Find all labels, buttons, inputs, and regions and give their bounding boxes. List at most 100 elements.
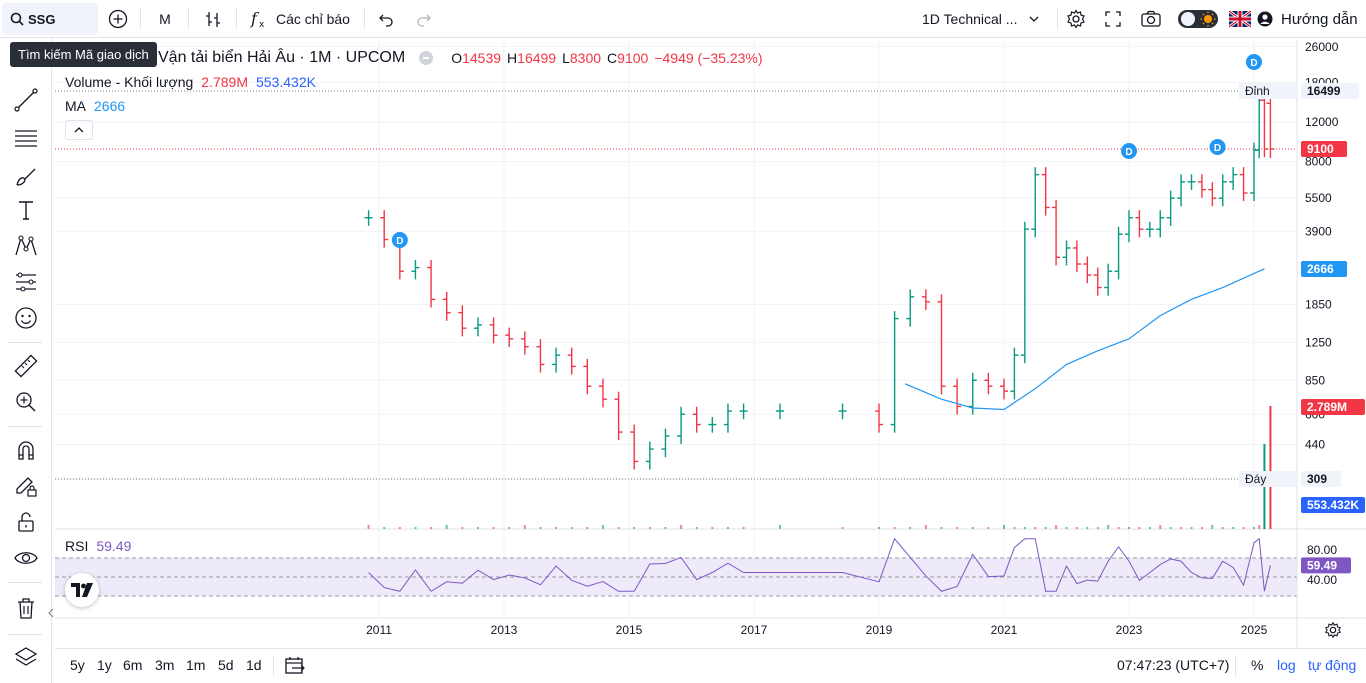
brush-tool[interactable] (10, 160, 42, 192)
dividend-marker-label: D (1214, 143, 1221, 154)
layers-icon (14, 647, 38, 666)
text-tool[interactable] (10, 194, 42, 226)
svg-text:f: f (250, 9, 260, 28)
zoom-tool[interactable] (10, 386, 42, 418)
rsi-value-tag-bg (1301, 557, 1351, 574)
fullscreen-button[interactable] (1097, 3, 1129, 35)
lock-drawing-mode-tool[interactable] (10, 470, 42, 502)
pencil-lock-icon (16, 477, 37, 497)
language-button[interactable] (1229, 3, 1251, 35)
legend-close-value: 9100 (617, 50, 649, 66)
function-icon: f x (250, 9, 265, 30)
chart-canvas[interactable]: 2600018000120008000550039002666185012508… (55, 40, 1366, 648)
uk-flag-icon (1229, 11, 1251, 27)
volume-bar (648, 527, 651, 529)
volume-bar (1221, 527, 1224, 529)
legend-title: Vận tải biển Hải Âu · 1M · UPCOM (158, 49, 406, 66)
interval-button[interactable]: M (149, 3, 181, 35)
help-button[interactable]: Hướng dẫn (1257, 3, 1358, 35)
object-tree-tool[interactable] (10, 642, 42, 674)
time-tick-label: 2011 (366, 623, 392, 637)
snapshot-button[interactable] (1135, 3, 1167, 35)
time-axis-settings-button[interactable] (1324, 621, 1342, 639)
volume-bar (680, 525, 683, 529)
dividend-marker (1246, 54, 1262, 70)
legend-ma-label: MA (65, 98, 86, 114)
undo-button[interactable] (370, 3, 402, 35)
high-tag-label: Đỉnh (1245, 84, 1270, 98)
volume-bar (726, 527, 729, 529)
volume-bar (956, 527, 959, 529)
volume-bar (924, 525, 927, 529)
horizontal-lines-icon (15, 130, 37, 147)
date-range-button[interactable] (284, 655, 306, 678)
low-tag-bg (1239, 471, 1297, 487)
pattern-tool[interactable] (10, 230, 42, 262)
hide-drawings-tool[interactable] (10, 542, 42, 574)
log-scale-button[interactable]: log (1277, 657, 1296, 673)
symbol-search-button[interactable]: SSG (2, 3, 98, 35)
time-tick-label: 2021 (991, 623, 1018, 637)
legend-collapse-button[interactable] (65, 120, 93, 140)
legend-ma[interactable]: MA 2666 (65, 98, 125, 114)
prediction-tool[interactable] (10, 266, 42, 298)
redo-button[interactable] (408, 3, 440, 35)
rsi-tick-label: 40.00 (1307, 573, 1337, 587)
indicators-button[interactable]: f x Các chỉ báo (248, 3, 350, 35)
trash-icon (18, 598, 34, 619)
rsi-band (55, 558, 1297, 596)
volume-bar (1242, 527, 1245, 529)
range-6m-button[interactable]: 6m (123, 657, 143, 673)
legend-rsi[interactable]: RSI 59.49 (65, 538, 131, 554)
price-tick-label: 3900 (1305, 225, 1332, 239)
clock-readout[interactable]: 07:47:23 (UTC+7) (1117, 657, 1230, 673)
lock-all-tool[interactable] (10, 506, 42, 538)
legend-volume[interactable]: Volume - Khối lượng 2.789M 553.432K (65, 74, 316, 90)
range-1y-button[interactable]: 1y (97, 657, 112, 673)
dividend-marker-label: D (1250, 58, 1257, 69)
remove-drawings-tool[interactable] (10, 592, 42, 624)
time-tick-label: 2013 (491, 623, 518, 637)
range-5d-button[interactable]: 5d (218, 657, 234, 673)
legend-main-series[interactable]: Vận tải biển Hải Âu · 1M · UPCOM O 14539… (158, 49, 763, 67)
tradingview-logo[interactable] (65, 573, 99, 607)
volume-bar (1138, 527, 1141, 529)
toolbar-collapse-handle[interactable] (48, 603, 54, 623)
legend-volume-value: 2.789M (201, 74, 248, 90)
volume-bar (570, 527, 573, 529)
volume-bar (1200, 527, 1203, 529)
icon-tool[interactable] (10, 302, 42, 334)
chart-pane[interactable]: 2600018000120008000550039002666185012508… (55, 40, 1366, 648)
toolbar-divider (236, 9, 237, 29)
percent-scale-button[interactable]: % (1251, 657, 1264, 673)
range-3m-button[interactable]: 3m (155, 657, 175, 673)
range-1d-button[interactable]: 1d (246, 657, 262, 673)
settings-button[interactable] (1060, 3, 1092, 35)
theme-toggle[interactable] (1177, 3, 1219, 35)
magnet-tool[interactable] (10, 434, 42, 466)
last-price-tag: 9100 (1307, 142, 1334, 156)
volume-bar (1169, 527, 1172, 529)
time-tick-label: 2023 (1116, 623, 1143, 637)
toolbar-divider (8, 426, 42, 427)
legend-rsi-label: RSI (65, 538, 89, 554)
time-tick-label: 2025 (1241, 623, 1268, 637)
range-1m-button[interactable]: 1m (186, 657, 206, 673)
auto-scale-button[interactable]: tự động (1308, 657, 1357, 673)
fib-tool[interactable] (10, 122, 42, 154)
measure-tool[interactable] (10, 350, 42, 382)
high-tag-value: 16499 (1307, 84, 1341, 98)
legend-low-value: 8300 (569, 50, 602, 66)
compare-symbol-button[interactable] (102, 3, 134, 35)
volume-bar (617, 527, 620, 529)
rsi-line (368, 537, 1271, 592)
price-tick-label: 26000 (1305, 40, 1339, 54)
trend-line-tool[interactable] (10, 84, 42, 116)
legend-high-value: 16499 (517, 50, 557, 66)
volume-bar (1190, 527, 1193, 529)
volume-bar (476, 527, 479, 529)
chart-type-button[interactable] (197, 3, 229, 35)
range-5y-button[interactable]: 5y (70, 657, 85, 673)
undo-icon (379, 14, 393, 27)
layout-menu-button[interactable]: 1D Technical ... (922, 3, 1041, 35)
